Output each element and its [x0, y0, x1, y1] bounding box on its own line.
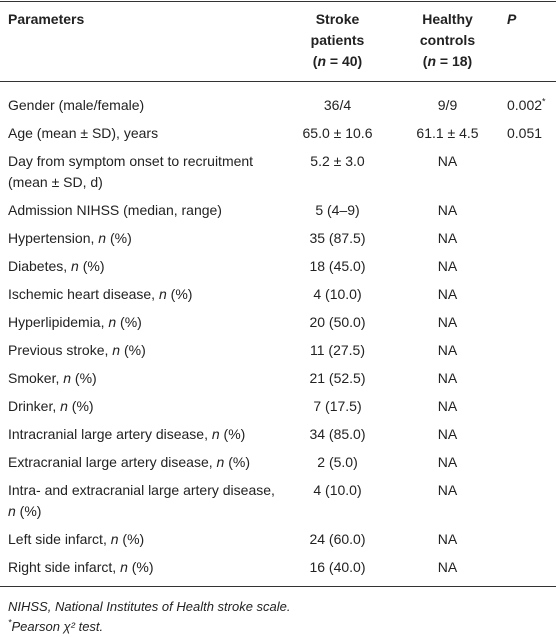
- table-cell: Hypertension, n (%): [8, 230, 132, 246]
- table-cell: NA: [437, 314, 458, 330]
- table-cell: Drinker, n (%): [8, 398, 94, 414]
- table-cell: 4 (10.0): [313, 286, 362, 302]
- table-cell: [495, 392, 556, 420]
- table-cell: 0.051: [507, 125, 543, 141]
- header-cell: Healthy controls (n = 18): [400, 2, 495, 82]
- table-cell: NA: [437, 230, 458, 246]
- table-cell: [495, 224, 556, 252]
- table-cell: Admission NIHSS (median, range): [8, 202, 222, 218]
- table-row: Extracranial large artery disease, n (%)…: [0, 448, 556, 476]
- table-cell: [495, 420, 556, 448]
- table-cell: 9/9: [437, 97, 458, 113]
- table-cell: NA: [437, 153, 458, 169]
- table-row: Hypertension, n (%) 35 (87.5) NA: [0, 224, 556, 252]
- table-cell: NA: [437, 398, 458, 414]
- table-cell: 24 (60.0): [309, 531, 366, 547]
- table-cell: NA: [437, 426, 458, 442]
- header-cell: Stroke patients (n = 40): [275, 2, 400, 82]
- table-cell: [495, 196, 556, 224]
- footnote: NIHSS, National Institutes of Health str…: [8, 599, 291, 614]
- table-cell: [495, 476, 556, 525]
- table-row: Admission NIHSS (median, range) 5 (4–9) NA: [0, 196, 556, 224]
- table-row: Previous stroke, n (%) 11 (27.5) NA: [0, 336, 556, 364]
- table-cell: [495, 364, 556, 392]
- table-cell: [495, 336, 556, 364]
- table-cell: 61.1 ± 4.5: [416, 125, 479, 141]
- table-cell: 16 (40.0): [309, 559, 366, 575]
- table-cell: NA: [437, 258, 458, 274]
- header-text: P: [507, 11, 517, 27]
- table-cell: Intra- and extracranial large artery dis…: [8, 482, 275, 519]
- table-cell: NA: [437, 202, 458, 218]
- table-cell: 34 (85.0): [309, 426, 366, 442]
- table-cell: 5 (4–9): [315, 202, 360, 218]
- table-cell: 2 (5.0): [317, 454, 358, 470]
- table-cell: Hyperlipidemia, n (%): [8, 314, 142, 330]
- table-cell: [495, 448, 556, 476]
- table-cell: [495, 252, 556, 280]
- data-table: Parameters Stroke patients (n = 40) Healthy c…: [0, 1, 556, 587]
- table-cell: Gender (male/female): [8, 97, 145, 113]
- table-row: Gender (male/female) 36/4 9/9 0.002*: [0, 82, 556, 120]
- footnotes: NIHSS, National Institutes of Health str…: [0, 587, 556, 637]
- header-text: patients: [310, 32, 365, 48]
- table-row: Smoker, n (%) 21 (52.5) NA: [0, 364, 556, 392]
- table-row: Diabetes, n (%) 18 (45.0) NA: [0, 252, 556, 280]
- table-cell: 65.0 ± 10.6: [302, 125, 373, 141]
- table-cell: Age (mean ± SD), years: [8, 125, 159, 141]
- table-cell: 7 (17.5): [313, 398, 362, 414]
- table-cell: [495, 525, 556, 553]
- table-cell: Day from symptom onset to recruitment (m…: [8, 153, 254, 190]
- table-cell: Left side infarct, n (%): [8, 531, 145, 547]
- table-row: Day from symptom onset to recruitment (m…: [0, 147, 556, 196]
- table-cell: 21 (52.5): [309, 370, 366, 386]
- table-cell: Right side infarct, n (%): [8, 559, 154, 575]
- header-text: Stroke: [315, 11, 360, 27]
- table-cell: NA: [437, 531, 458, 547]
- table-cell: NA: [437, 370, 458, 386]
- table-cell: NA: [437, 454, 458, 470]
- header-text: controls: [419, 32, 476, 48]
- table-cell: Diabetes, n (%): [8, 258, 105, 274]
- table-cell: Ischemic heart disease, n (%): [8, 286, 193, 302]
- table-cell: NA: [437, 559, 458, 575]
- header-cell: Parameters: [0, 2, 275, 82]
- table-cell: 20 (50.0): [309, 314, 366, 330]
- table-cell: 5.2 ± 3.0: [310, 153, 365, 169]
- table-cell: Intracranial large artery disease, n (%): [8, 426, 246, 442]
- table-cell: 4 (10.0): [313, 482, 362, 498]
- table-row: Intracranial large artery disease, n (%)…: [0, 420, 556, 448]
- table-row: Right side infarct, n (%) 16 (40.0) NA: [0, 553, 556, 587]
- table-cell: 0.002*: [507, 96, 546, 113]
- header-text: Healthy: [422, 11, 473, 27]
- header-cell: P: [495, 2, 556, 82]
- table-cell: 18 (45.0): [309, 258, 366, 274]
- table-cell: [495, 147, 556, 196]
- table-body: Gender (male/female) 36/4 9/9 0.002* Age (me…: [0, 82, 556, 587]
- table-header: Parameters Stroke patients (n = 40) Healthy c…: [0, 1, 556, 82]
- table-row: Ischemic heart disease, n (%) 4 (10.0) NA: [0, 280, 556, 308]
- table-row: Drinker, n (%) 7 (17.5) NA: [0, 392, 556, 420]
- table-cell: [495, 280, 556, 308]
- header-text: (n = 18): [422, 53, 473, 69]
- header-text: (n = 40): [312, 53, 363, 69]
- table-row: Age (mean ± SD), years 65.0 ± 10.6 61.1 ± …: [0, 119, 556, 147]
- table-cell: NA: [437, 482, 458, 498]
- footnote: *Pearson χ² test.: [8, 617, 104, 634]
- table-cell: [495, 308, 556, 336]
- table-cell: Smoker, n (%): [8, 370, 97, 386]
- table-row: Hyperlipidemia, n (%) 20 (50.0) NA: [0, 308, 556, 336]
- table-cell: [495, 553, 556, 587]
- header-text: Parameters: [8, 11, 85, 27]
- table-cell: NA: [437, 342, 458, 358]
- table-cell: Extracranial large artery disease, n (%): [8, 454, 251, 470]
- table-cell: 36/4: [323, 97, 352, 113]
- table-row: Left side infarct, n (%) 24 (60.0) NA: [0, 525, 556, 553]
- table-cell: 35 (87.5): [309, 230, 366, 246]
- table-cell: 11 (27.5): [310, 342, 365, 358]
- table-cell: NA: [437, 286, 458, 302]
- table-row: Intra- and extracranial large artery dis…: [0, 476, 556, 525]
- table-cell: Previous stroke, n (%): [8, 342, 146, 358]
